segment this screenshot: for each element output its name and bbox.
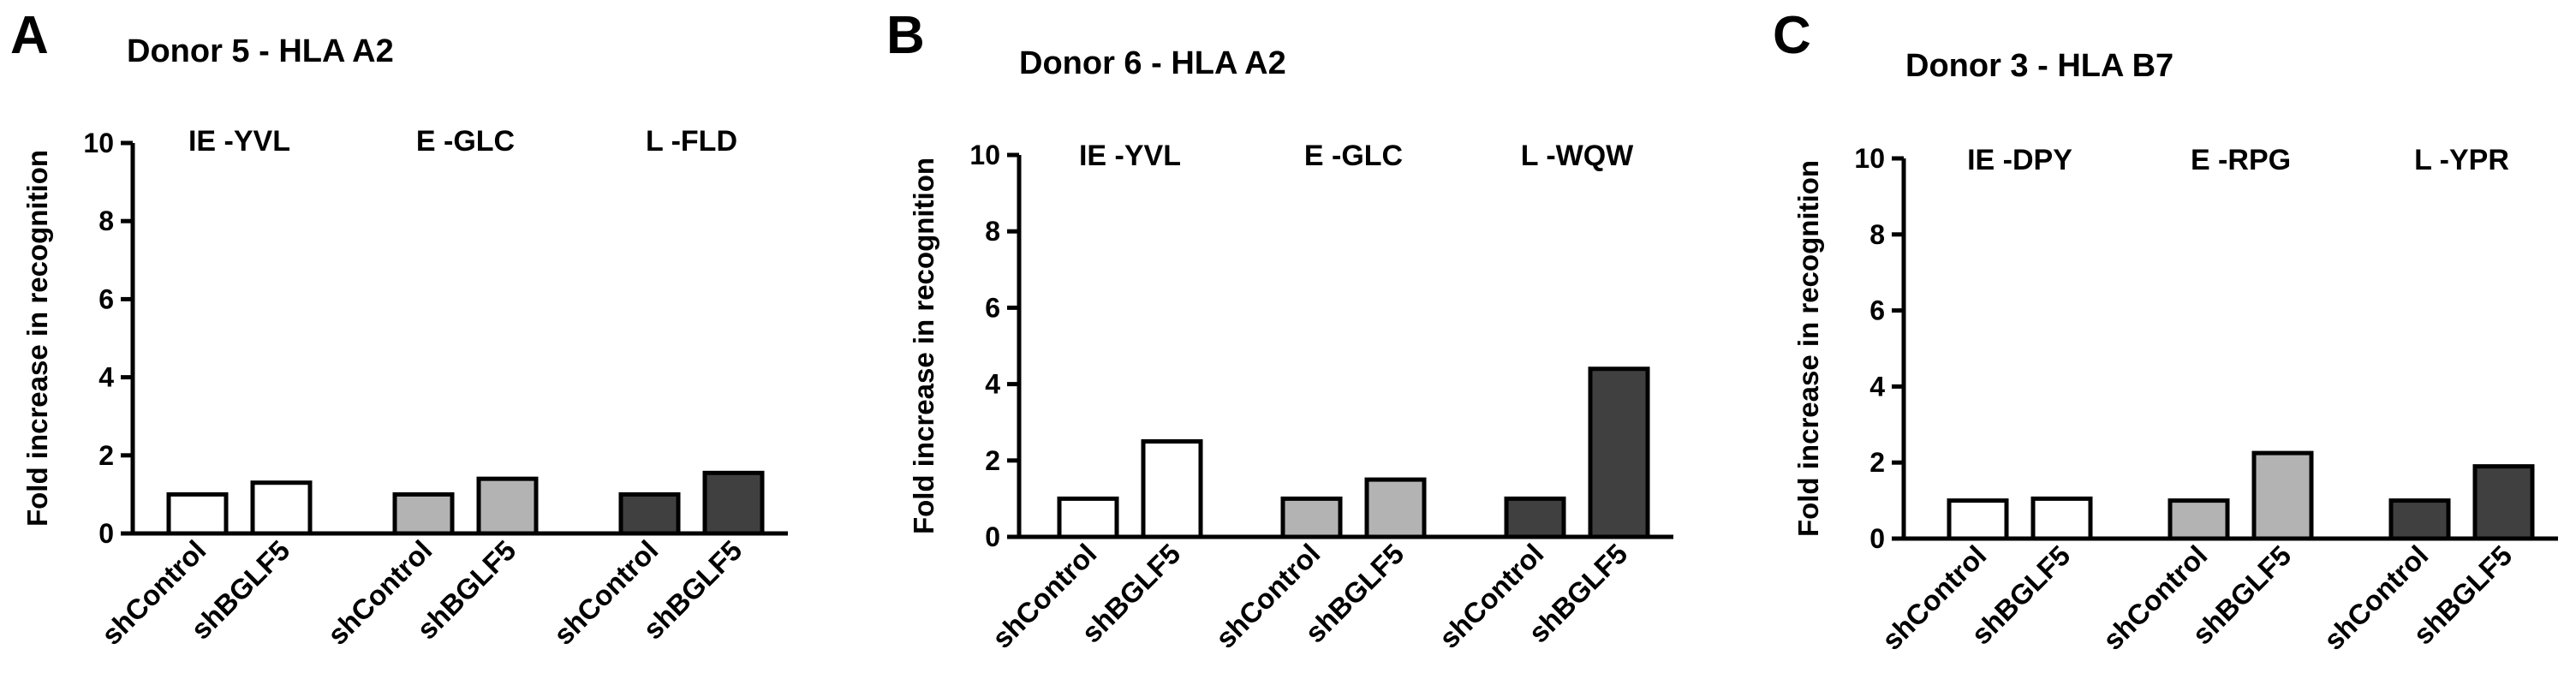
chart-title: Donor 3 - HLA B7	[1905, 48, 2174, 84]
bar-shbglf5	[1141, 439, 1203, 539]
bar-shbglf5	[2472, 464, 2535, 541]
y-axis-label: Fold increase in recognition	[908, 158, 939, 534]
y-tick-label: 4	[98, 362, 114, 393]
group-label: E -RPG	[2191, 144, 2291, 176]
group-label: L -FLD	[646, 125, 737, 158]
y-tick-label: 6	[985, 292, 1000, 323]
y-tick-label: 8	[98, 206, 114, 236]
chart-title: Donor 5 - HLA A2	[127, 33, 394, 69]
y-tick-label: 8	[985, 216, 1000, 247]
bar-shcontrol	[166, 491, 229, 536]
bar-shcontrol	[1057, 496, 1119, 539]
bar-shbglf5	[1588, 366, 1650, 539]
group-label: IE -YVL	[188, 125, 290, 158]
y-tick-label: 0	[98, 518, 114, 549]
group-label: E -GLC	[1304, 140, 1403, 172]
y-tick-label: 4	[985, 369, 1000, 400]
bar-shbglf5	[2030, 496, 2093, 541]
group-label: IE -DPY	[1967, 144, 2072, 176]
bar-shbglf5	[476, 476, 539, 536]
bar-shcontrol	[1280, 496, 1343, 539]
chart-panel-a: A Donor 5 - HLA A2 Fold increase in recogn…	[10, 6, 788, 651]
y-tick-label: 0	[1869, 523, 1885, 554]
y-tick-label: 6	[98, 283, 114, 314]
y-tick-label: 2	[1869, 447, 1885, 478]
y-tick-label: 8	[1869, 219, 1885, 250]
bar-shbglf5	[1364, 477, 1427, 539]
chart-title: Donor 6 - HLA A2	[1019, 45, 1286, 81]
group-label: IE -YVL	[1079, 140, 1181, 172]
y-axis-label: Fold increase in recognition	[1792, 160, 1824, 537]
chart-panel-b: B Donor 6 - HLA A2 Fold increase in recogn…	[886, 6, 1673, 654]
bar-shcontrol	[2388, 498, 2451, 541]
bar-shbglf5	[2251, 450, 2314, 541]
bar-shcontrol	[618, 491, 681, 536]
y-tick-label: 10	[83, 128, 114, 158]
panel-letter: A	[10, 6, 49, 65]
y-tick-label: 2	[985, 445, 1000, 476]
bar-shbglf5	[250, 480, 313, 536]
bar-shbglf5	[702, 470, 765, 536]
y-tick-label: 4	[1869, 371, 1885, 402]
bar-shcontrol	[1504, 496, 1566, 539]
group-label: L -YPR	[2414, 144, 2509, 176]
panel-letter: B	[886, 6, 925, 65]
bar-shcontrol	[1947, 498, 2009, 541]
y-tick-label: 2	[98, 440, 114, 471]
group-label: L -WQW	[1521, 140, 1634, 172]
y-tick-label: 10	[1854, 143, 1885, 174]
bar-shcontrol	[392, 491, 455, 536]
y-tick-label: 0	[985, 521, 1000, 552]
y-axis-label: Fold increase in recognition	[21, 150, 53, 527]
y-tick-label: 6	[1869, 295, 1885, 326]
chart-panel-c: C Donor 3 - HLA B7 Fold increase in recogn…	[1773, 6, 2558, 656]
group-label: E -GLC	[416, 125, 515, 158]
y-tick-label: 10	[969, 140, 1000, 170]
panel-letter: C	[1773, 6, 1811, 65]
bar-shcontrol	[2168, 498, 2230, 541]
